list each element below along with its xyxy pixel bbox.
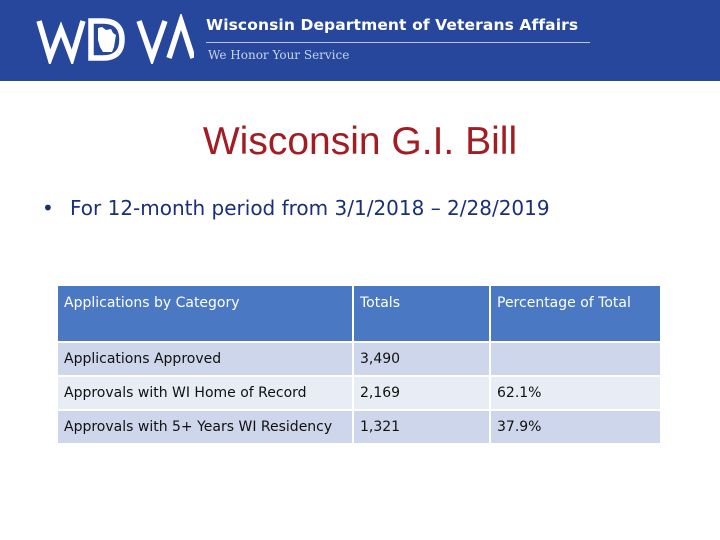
header-cell-percentage: Percentage of Total xyxy=(491,286,660,341)
bullet-text: For 12-month period from 3/1/2018 – 2/28… xyxy=(70,196,550,220)
cell-total: 1,321 xyxy=(354,411,489,443)
table-row: Approvals with WI Home of Record 2,169 6… xyxy=(58,377,660,409)
header-divider xyxy=(206,42,590,43)
cell-total: 3,490 xyxy=(354,343,489,375)
applications-table: Applications by Category Totals Percenta… xyxy=(56,284,662,445)
cell-percent: 37.9% xyxy=(491,411,660,443)
table-row: Applications Approved 3,490 xyxy=(58,343,660,375)
cell-percent xyxy=(491,343,660,375)
cell-category: Approvals with 5+ Years WI Residency xyxy=(58,411,352,443)
table-header-row: Applications by Category Totals Percenta… xyxy=(58,286,660,341)
slide-title: Wisconsin G.I. Bill xyxy=(202,120,518,163)
header-cell-totals: Totals xyxy=(354,286,489,341)
cell-total: 2,169 xyxy=(354,377,489,409)
org-name: Wisconsin Department of Veterans Affairs xyxy=(206,16,579,34)
wdva-logo xyxy=(36,14,194,64)
bullet-icon: • xyxy=(42,196,54,220)
cell-percent: 62.1% xyxy=(491,377,660,409)
cell-category: Approvals with WI Home of Record xyxy=(58,377,352,409)
header-cell-category: Applications by Category xyxy=(58,286,352,341)
header-banner: Wisconsin Department of Veterans Affairs… xyxy=(0,0,720,81)
tagline: We Honor Your Service xyxy=(208,48,350,62)
table-row: Approvals with 5+ Years WI Residency 1,3… xyxy=(58,411,660,443)
cell-category: Applications Approved xyxy=(58,343,352,375)
bullet-item: • For 12-month period from 3/1/2018 – 2/2… xyxy=(42,194,550,222)
